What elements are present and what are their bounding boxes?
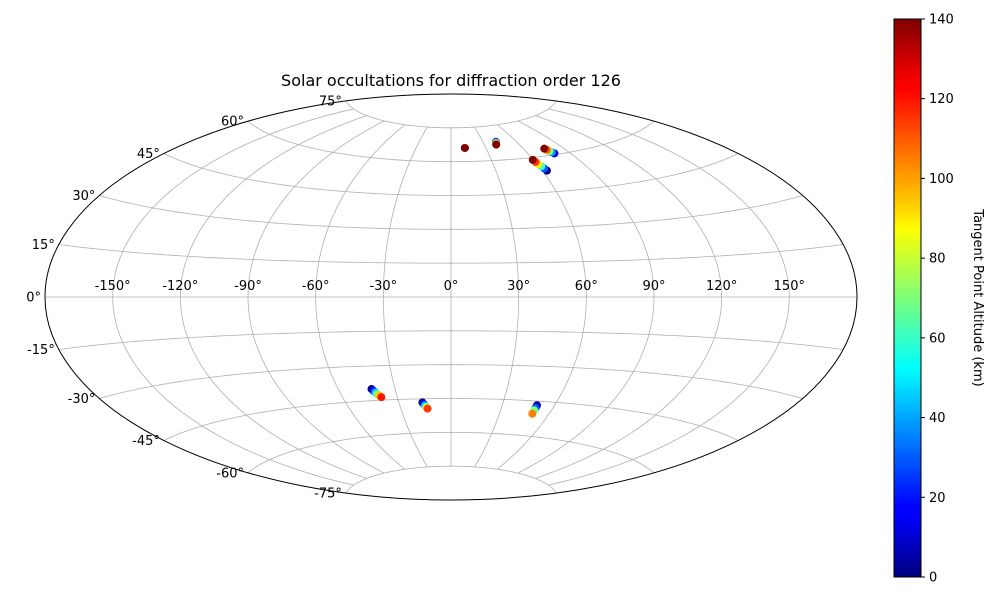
lat-tick-label: 60° [221,115,244,130]
lon-tick-label: 30° [507,279,530,294]
lon-tick-label: -60° [302,279,330,294]
occultation-point [423,404,432,413]
occultation-point [528,409,537,418]
parallel-line [247,120,655,163]
lat-tick-label: -15° [27,343,55,358]
lat-tick-label: -60° [216,466,244,481]
parallel-line [163,398,739,441]
lon-tick-label: 150° [774,279,805,294]
lon-tick-label: -120° [162,279,198,294]
lat-tick-label: 0° [26,291,41,306]
colorbar-tick-label: 40 [929,411,946,426]
colorbar-tick-label: 120 [929,92,954,107]
parallel-line [247,431,655,474]
parallel-line [58,244,844,264]
occultation-point [528,155,537,164]
colorbar-gradient [893,18,922,578]
lon-tick-label: -150° [95,279,131,294]
parallel-line [99,364,803,399]
lat-tick-label: 75° [319,94,342,109]
parallel-line [163,153,739,196]
latitude-tick-labels: -75° -60° -45° -30° -15° 0° 15° 30° 45° 60° 75° [26,94,342,501]
occultation-point [540,144,549,153]
occultation-point [377,393,386,402]
lon-tick-label: 60° [575,279,598,294]
lon-tick-label: -90° [234,279,262,294]
colorbar: 0 20 40 60 80 100 120 140 Tangent Point Altitud… [893,13,985,586]
graticule [45,100,857,494]
parallel-line [345,100,557,129]
chart-title: Solar occultations for diffraction order… [281,71,621,90]
lon-tick-label: -30° [369,279,397,294]
lon-tick-label: 120° [706,279,737,294]
map-boundary [44,93,858,501]
parallel-line [99,195,803,230]
colorbar-tick-label: 140 [929,13,954,28]
colorbar-tick-label: 100 [929,172,954,187]
lat-tick-label: -75° [314,487,342,502]
colorbar-tick-label: 80 [929,252,946,267]
colorbar-tick-label: 20 [929,491,946,506]
lat-tick-label: 30° [72,189,95,204]
colorbar-tick-label: 60 [929,331,946,346]
lon-tick-label: 90° [642,279,665,294]
lat-tick-label: -45° [132,434,160,449]
longitude-tick-labels: -150° -120° -90° -60° -30° 0° 30° 60° 90° 120° 150… [95,279,805,294]
lat-tick-label: 45° [137,147,160,162]
occultation-point [460,143,469,152]
colorbar-ticks: 0 20 40 60 80 100 120 140 [921,13,954,586]
parallel-line [345,465,557,494]
colorbar-label: Tangent Point Altitude (km) [970,208,985,386]
colorbar-tick-label: 0 [929,571,937,586]
lon-tick-label: 0° [444,279,459,294]
parallel-line [58,330,844,350]
occultation-point [492,140,501,149]
lat-tick-label: -30° [68,392,96,407]
lat-tick-label: 15° [32,238,55,253]
data-points [367,137,559,418]
